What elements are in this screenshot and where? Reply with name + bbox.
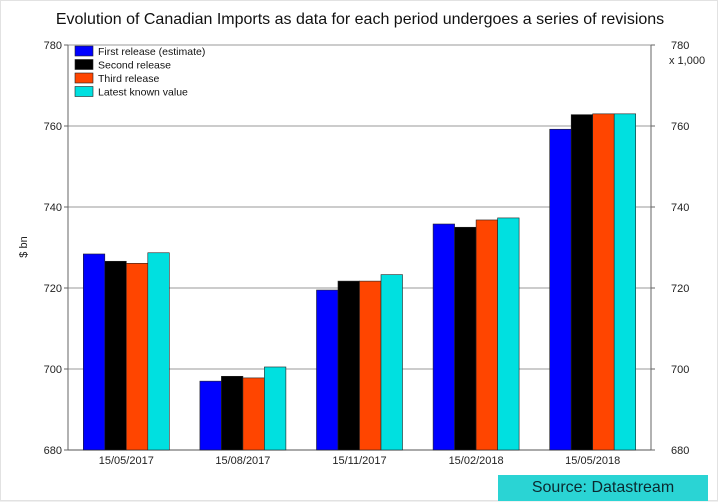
y-tick-label-right-0: 680 [671, 445, 689, 457]
y-tick-label-right-5: 780 [671, 40, 689, 52]
y-axis-label: $ bn [18, 236, 30, 257]
legend-label-0: First release (estimate) [98, 46, 205, 58]
x-tick-label-0: 15/05/2017 [99, 455, 154, 467]
legend-label-2: Third release [98, 73, 159, 85]
legend-swatch-3 [74, 86, 94, 97]
x-tick-label-2: 15/11/2017 [332, 455, 386, 467]
y-tick-label-left-2: 720 [44, 283, 62, 295]
y-tick-label-left-5: 780 [44, 40, 62, 52]
bar-0-2 [316, 289, 339, 451]
y-tick-label-right-3: 740 [671, 202, 689, 214]
bar-1-4 [570, 114, 594, 451]
bar-0-4 [549, 128, 572, 451]
y-tick-label-right-1: 700 [671, 364, 689, 376]
bar-2-2 [359, 280, 382, 451]
y-tick-label-left-1: 700 [44, 364, 62, 376]
bar-3-2 [380, 274, 403, 451]
chart-title: Evolution of Canadian Imports as data fo… [55, 11, 665, 28]
bar-1-1 [221, 375, 244, 451]
bar-3-1 [264, 366, 287, 451]
y2-unit-label: x 1,000 [669, 55, 705, 67]
y-tick-label-left-3: 740 [44, 202, 62, 214]
bar-0-1 [199, 380, 222, 451]
x-tick-label-4: 15/05/2018 [565, 455, 620, 467]
bar-1-3 [454, 226, 477, 451]
bar-3-0 [147, 252, 170, 451]
bar-2-1 [242, 377, 265, 451]
bar-0-0 [83, 253, 106, 451]
bar-0-3 [432, 223, 455, 451]
bar-3-4 [613, 113, 637, 451]
legend-swatch-0 [74, 45, 94, 57]
bar-1-0 [104, 260, 127, 451]
legend-label-3: Latest known value [98, 87, 188, 99]
x-tick-label-3: 15/02/2018 [449, 455, 504, 467]
legend-swatch-2 [74, 72, 94, 84]
legend-label-1: Second release [98, 60, 171, 72]
x-tick-label-1: 15/08/2017 [215, 455, 270, 467]
source-label: Source: Datastream [498, 475, 708, 501]
y-tick-label-right-4: 760 [671, 121, 689, 133]
y-tick-label-left-0: 680 [44, 445, 62, 457]
y-tick-label-left-4: 760 [44, 121, 62, 133]
bar-2-0 [126, 262, 149, 451]
bar-2-3 [475, 219, 498, 451]
bar-3-3 [497, 217, 520, 451]
y-tick-label-right-2: 720 [671, 283, 689, 295]
legend-swatch-1 [74, 59, 94, 70]
bar-1-2 [337, 280, 360, 451]
bar-2-4 [592, 113, 615, 451]
